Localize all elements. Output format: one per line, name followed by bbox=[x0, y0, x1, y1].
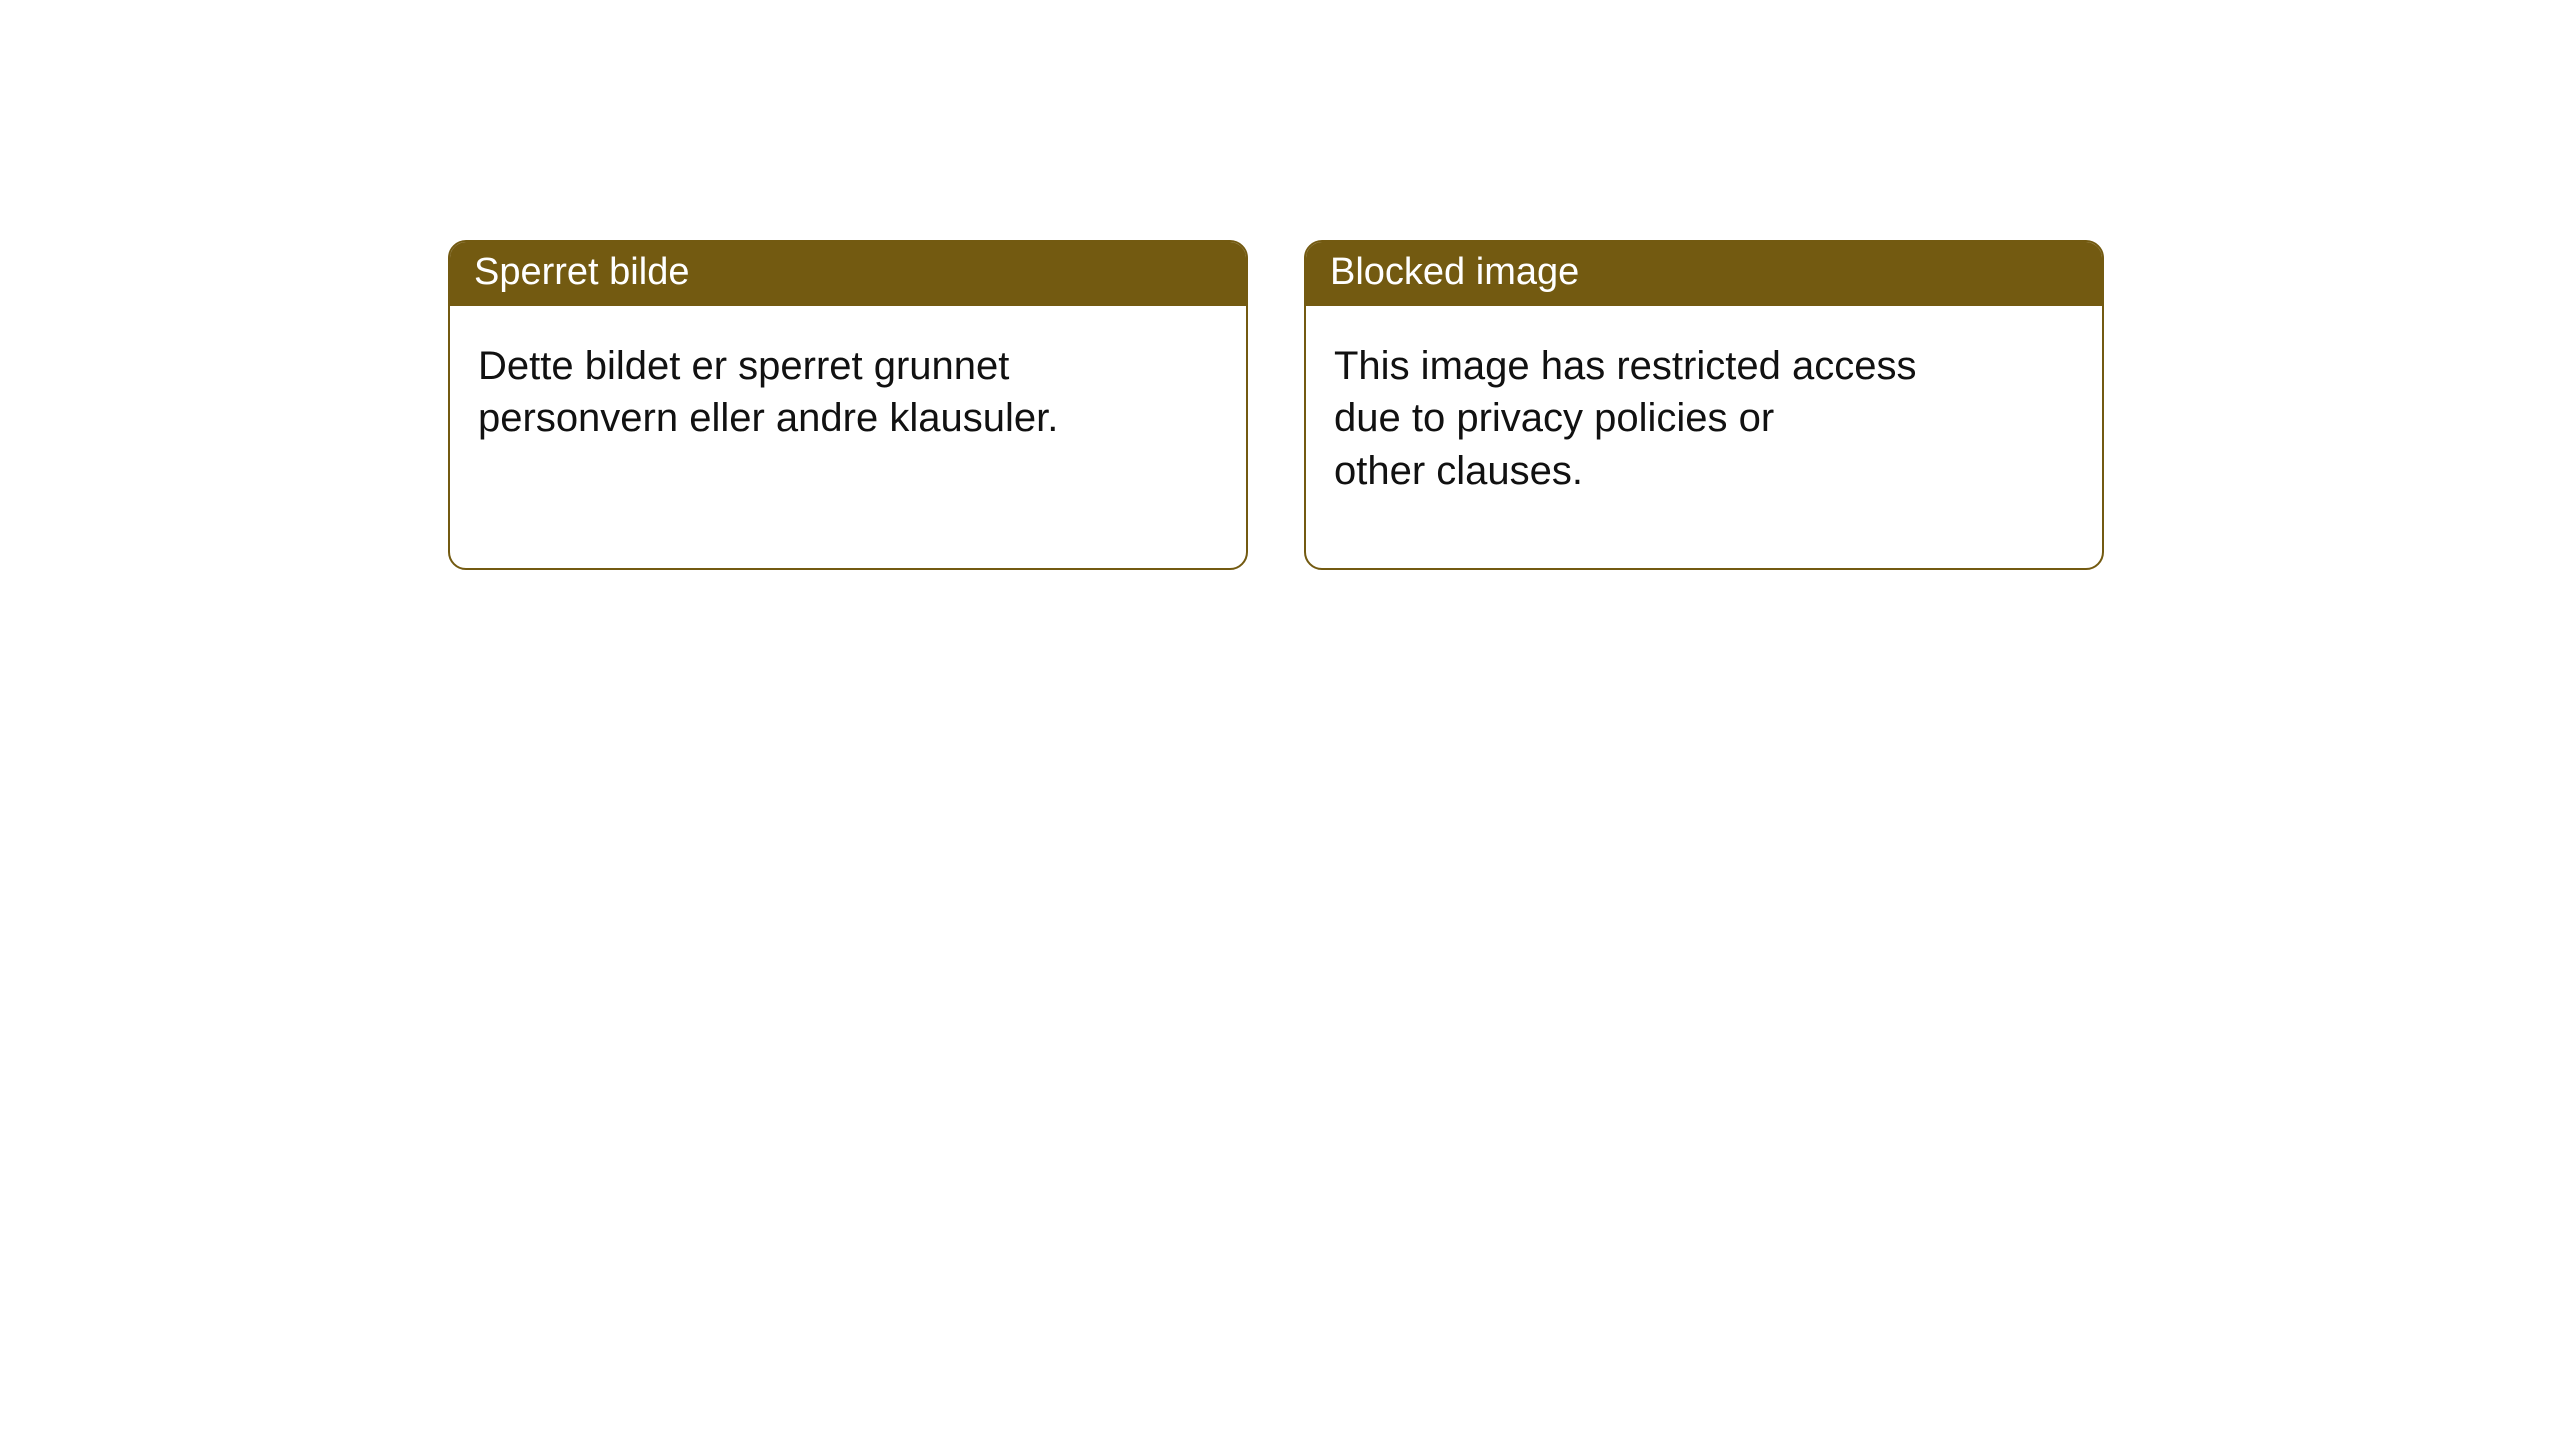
notice-title-no: Sperret bilde bbox=[450, 242, 1246, 306]
notice-card-en: Blocked image This image has restricted … bbox=[1304, 240, 2104, 570]
notice-body-en: This image has restricted access due to … bbox=[1306, 306, 2102, 498]
notice-title-en: Blocked image bbox=[1306, 242, 2102, 306]
notice-container: Sperret bilde Dette bildet er sperret gr… bbox=[0, 0, 2560, 570]
notice-card-no: Sperret bilde Dette bildet er sperret gr… bbox=[448, 240, 1248, 570]
notice-body-no: Dette bildet er sperret grunnet personve… bbox=[450, 306, 1246, 446]
